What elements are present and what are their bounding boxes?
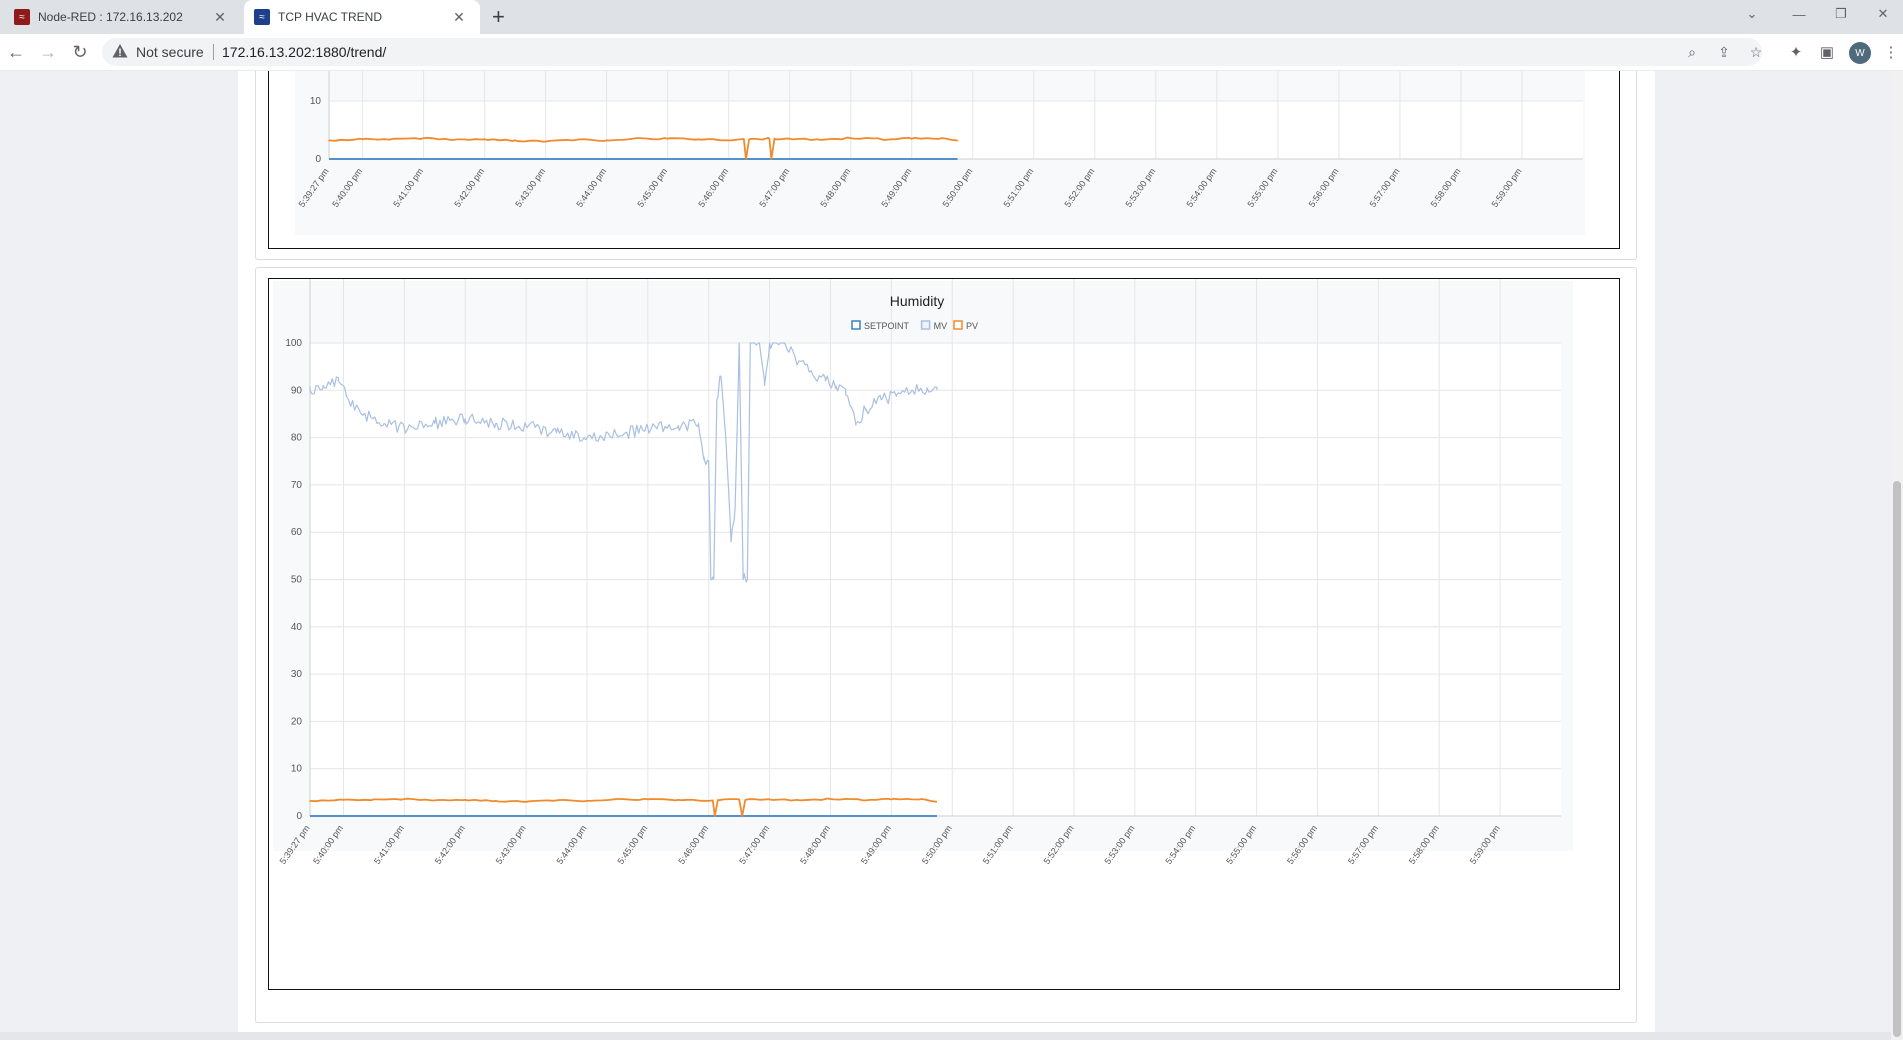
bookmark-star-icon[interactable]: ☆ xyxy=(1749,43,1763,60)
series-line-pv xyxy=(309,797,938,818)
chart-frame-humidity: 100 90 80 70 60 50 40 30 20 10 0 5:39:27 pm 5:40:00 … xyxy=(268,278,1620,990)
browser-toolbar: ← → ↻ Not secure 172.16.13.202:1880/tren… xyxy=(0,34,1903,71)
series-line-pv xyxy=(328,136,959,160)
url-text[interactable]: 172.16.13.202:1880/trend/ xyxy=(222,44,387,60)
chart-card-top: 10 0 5:39:27 pm 5:40:00 pm 5:41:00 pm 5:42:00… xyxy=(255,71,1637,260)
tab-search-icon[interactable]: ⌄ xyxy=(1746,6,1758,21)
extensions-icon[interactable]: ✦ xyxy=(1789,44,1803,61)
address-bar[interactable]: Not secure 172.16.13.202:1880/trend/ ⌕ ⇪… xyxy=(102,38,1762,66)
close-tab-icon[interactable]: ✕ xyxy=(453,8,465,25)
warning-icon[interactable] xyxy=(112,43,128,59)
scrollbar-thumb[interactable] xyxy=(1893,481,1901,1037)
tab-title: Node-RED : 172.16.13.202 xyxy=(38,10,183,24)
share-icon[interactable]: ⇪ xyxy=(1718,43,1730,60)
legend-swatch-mv xyxy=(920,320,931,330)
new-tab-button[interactable]: + xyxy=(492,4,505,29)
chart-frame-top: 10 0 5:39:27 pm 5:40:00 pm 5:41:00 pm 5:42:00… xyxy=(268,71,1620,249)
tab-node-red[interactable]: ≈ Node-RED : 172.16.13.202 ✕ xyxy=(0,0,241,34)
y-tick-label: 90 xyxy=(291,385,303,396)
menu-kebab-icon[interactable]: ⋮ xyxy=(1883,44,1899,61)
tab-title: TCP HVAC TREND xyxy=(278,10,383,24)
y-tick-label: 30 xyxy=(291,669,303,680)
y-tick-label: 0 xyxy=(315,154,321,165)
y-tick-label: 0 xyxy=(296,811,302,822)
address-divider xyxy=(213,44,214,60)
tab-strip: ≈ Node-RED : 172.16.13.202 ✕ ≈ TCP HVAC … xyxy=(0,0,1903,34)
node-red-favicon-icon: ≈ xyxy=(14,9,30,25)
legend-swatch-setpoint xyxy=(851,320,861,330)
minimize-button[interactable]: — xyxy=(1792,6,1806,22)
legend-swatch-pv xyxy=(953,320,963,330)
close-window-button[interactable]: ✕ xyxy=(1877,6,1889,21)
forward-button[interactable]: → xyxy=(39,41,57,62)
y-tick-label: 50 xyxy=(291,575,303,586)
plot-area xyxy=(329,101,1583,159)
y-tick-label: 70 xyxy=(291,480,303,491)
y-tick-label: 40 xyxy=(291,622,303,633)
y-tick-label: 80 xyxy=(291,433,303,444)
close-tab-icon[interactable]: ✕ xyxy=(214,8,226,25)
y-tick-label: 10 xyxy=(310,96,322,107)
legend-label-pv: PV xyxy=(966,321,978,331)
legend-label-mv: MV xyxy=(934,321,948,331)
chart-card-humidity: 100 90 80 70 60 50 40 30 20 10 0 5:39:27 pm 5:40:00 … xyxy=(255,267,1637,1023)
back-button[interactable]: ← xyxy=(7,41,25,62)
profile-avatar[interactable]: W xyxy=(1849,42,1871,64)
vertical-scrollbar[interactable] xyxy=(1891,71,1903,1040)
y-tick-label: 60 xyxy=(291,527,303,538)
y-tick-label: 100 xyxy=(285,338,302,349)
node-red-favicon-icon: ≈ xyxy=(254,9,270,25)
tab-tcp-hvac-trend[interactable]: ≈ TCP HVAC TREND ✕ xyxy=(244,0,480,34)
page-viewport: 10 0 5:39:27 pm 5:40:00 pm 5:41:00 pm 5:42:00… xyxy=(0,71,1903,1040)
zoom-icon[interactable]: ⌕ xyxy=(1688,43,1696,60)
security-label[interactable]: Not secure xyxy=(136,44,204,60)
reload-button[interactable]: ↻ xyxy=(72,41,88,62)
dashboard-content: 10 0 5:39:27 pm 5:40:00 pm 5:41:00 pm 5:42:00… xyxy=(238,71,1655,1040)
side-panel-icon[interactable]: ▣ xyxy=(1819,44,1835,61)
restore-button[interactable]: ❐ xyxy=(1835,6,1847,21)
series-line-mv xyxy=(309,342,938,583)
chart-title: Humidity xyxy=(890,293,944,309)
horizontal-scrollbar[interactable] xyxy=(0,1032,1891,1040)
y-tick-label: 20 xyxy=(291,716,303,727)
legend-label-setpoint: SETPOINT xyxy=(864,321,910,331)
y-tick-label: 10 xyxy=(291,764,303,775)
